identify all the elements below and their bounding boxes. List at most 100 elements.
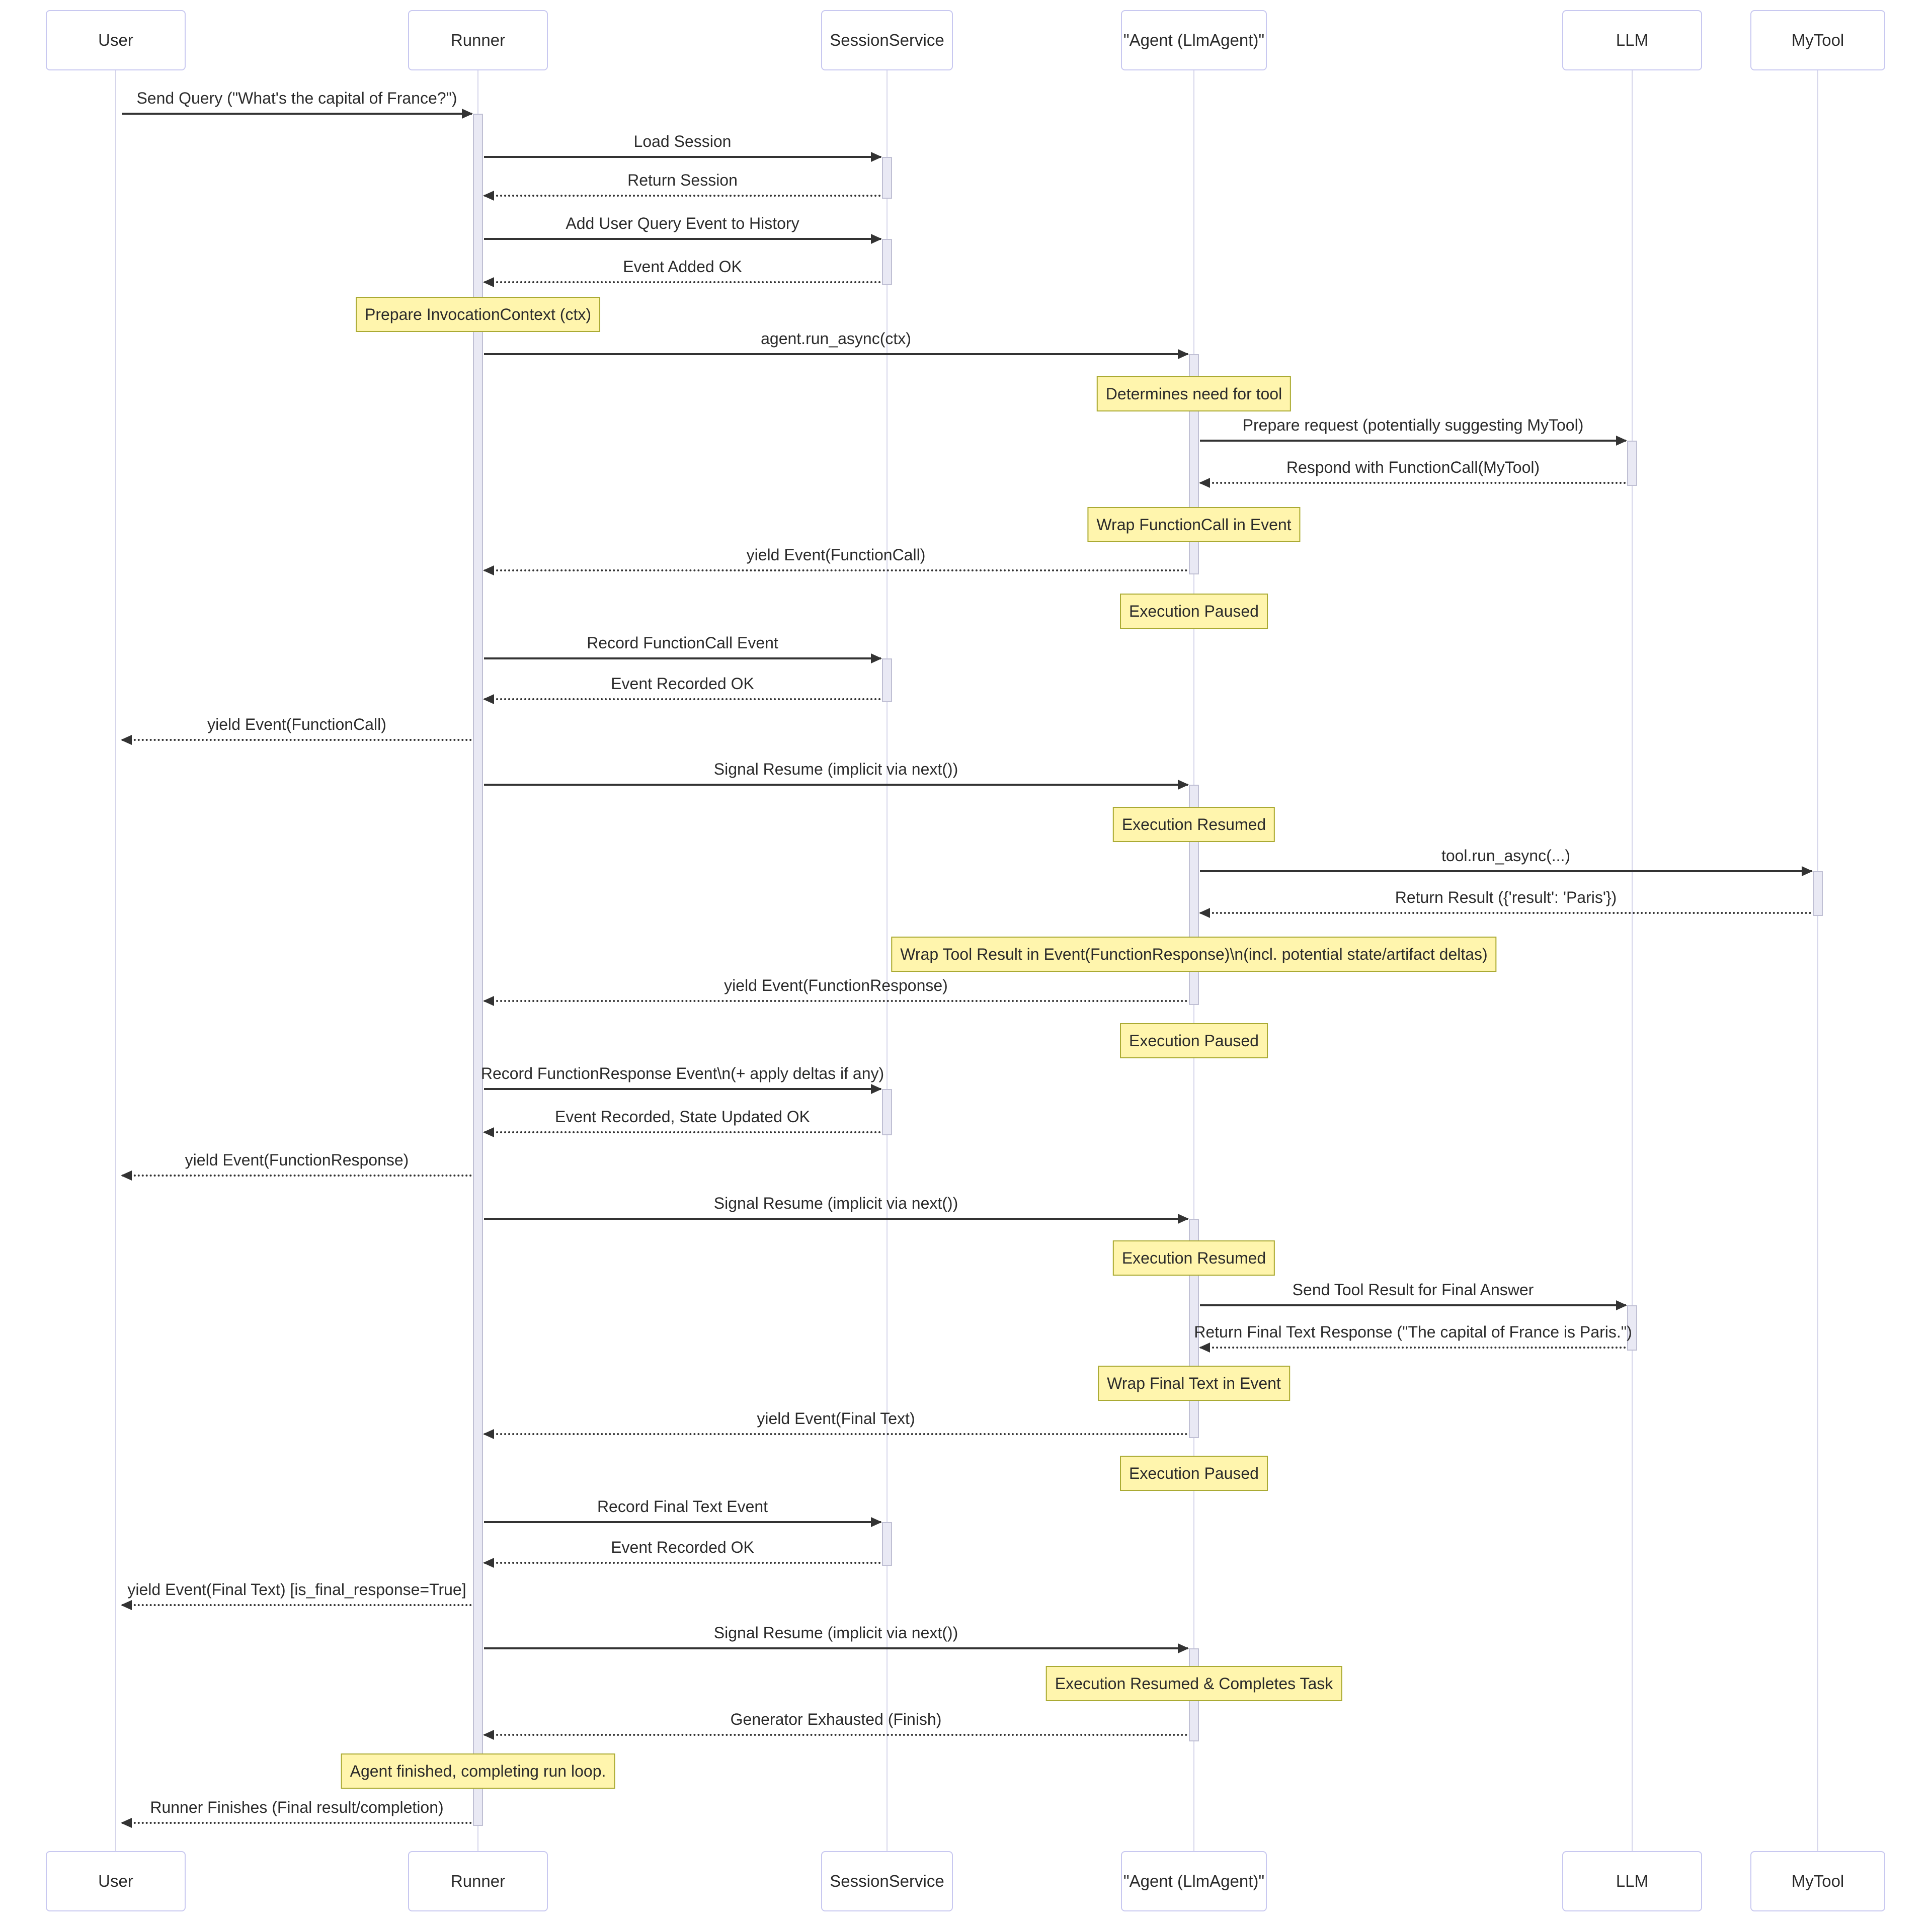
participant-box-bottom-mytool: MyTool	[1750, 1851, 1885, 1911]
message-label: yield Event(FunctionCall)	[746, 546, 926, 564]
note-over-agent: Wrap FunctionCall in Event	[1087, 507, 1301, 542]
message-line	[484, 1647, 1188, 1649]
participant-box-top-session: SessionService	[821, 10, 953, 70]
message-label: Event Recorded OK	[611, 1538, 754, 1556]
message-label: Return Result ({'result': 'Paris'})	[1395, 888, 1617, 906]
message-line	[1200, 912, 1812, 914]
arrowhead-icon	[1199, 908, 1210, 918]
arrowhead-icon	[121, 1170, 132, 1181]
message-label: Record Final Text Event	[597, 1497, 768, 1516]
message-line	[484, 1433, 1188, 1435]
message-line	[484, 1000, 1188, 1002]
message-label: Return Session	[627, 171, 738, 189]
message-line	[484, 281, 881, 283]
message-line	[484, 353, 1188, 355]
message-label: Send Tool Result for Final Answer	[1292, 1281, 1534, 1299]
message-label: Record FunctionCall Event	[587, 634, 778, 652]
activation-bar-session	[882, 239, 892, 285]
message-line	[484, 569, 1188, 571]
arrowhead-icon	[871, 1517, 882, 1527]
activation-bar-mytool	[1813, 871, 1823, 916]
activation-bar-llm	[1627, 441, 1637, 486]
arrowhead-icon	[1616, 1300, 1627, 1310]
note-over-agent: Execution Paused	[1120, 594, 1268, 629]
participant-box-top-user: User	[46, 10, 186, 70]
arrowhead-icon	[483, 565, 494, 575]
lifeline-llm	[1632, 70, 1633, 1851]
arrowhead-icon	[462, 109, 473, 119]
activation-bar-session	[882, 1089, 892, 1135]
message-line	[484, 238, 881, 240]
message-label: Prepare request (potentially suggesting …	[1242, 416, 1584, 434]
message-label: Signal Resume (implicit via next())	[713, 760, 958, 778]
participant-label: SessionService	[830, 31, 944, 49]
note-over-agent: Wrap Final Text in Event	[1098, 1366, 1290, 1401]
arrowhead-icon	[483, 1730, 494, 1740]
message-label: Runner Finishes (Final result/completion…	[150, 1798, 444, 1816]
arrowhead-icon	[483, 996, 494, 1006]
message-line	[484, 1562, 881, 1564]
participant-box-bottom-llm: LLM	[1562, 1851, 1702, 1911]
participant-label: Runner	[450, 1872, 506, 1890]
message-label: Event Added OK	[623, 258, 742, 276]
message-label: Event Recorded OK	[611, 675, 754, 693]
message-label: yield Event(FunctionResponse)	[185, 1151, 409, 1169]
message-label: Return Final Text Response ("The capital…	[1194, 1323, 1632, 1341]
message-line	[484, 1088, 881, 1090]
activation-bar-runner	[473, 114, 483, 1826]
message-line	[1200, 1347, 1626, 1349]
message-label: yield Event(FunctionCall)	[207, 715, 386, 733]
message-label: Load Session	[633, 132, 732, 150]
message-line	[1200, 1304, 1626, 1306]
lifeline-mytool	[1817, 70, 1818, 1851]
activation-bar-session	[882, 157, 892, 199]
arrowhead-icon	[871, 234, 882, 244]
message-label: Event Recorded, State Updated OK	[555, 1108, 810, 1126]
message-line	[1200, 870, 1812, 872]
message-line	[484, 1131, 881, 1133]
note-over-agent: Execution Resumed & Completes Task	[1045, 1666, 1342, 1701]
note-over-runner: Prepare InvocationContext (ctx)	[356, 297, 600, 332]
lifeline-user	[115, 70, 116, 1851]
participant-box-top-llm: LLM	[1562, 10, 1702, 70]
message-label: Add User Query Event to History	[566, 214, 799, 232]
arrowhead-icon	[483, 191, 494, 201]
message-line	[1200, 482, 1626, 484]
message-label: agent.run_async(ctx)	[761, 329, 911, 348]
arrowhead-icon	[483, 277, 494, 287]
message-line	[484, 1521, 881, 1523]
arrowhead-icon	[483, 1558, 494, 1568]
message-label: Generator Exhausted (Finish)	[730, 1710, 942, 1728]
message-label: Send Query ("What's the capital of Franc…	[136, 89, 457, 107]
message-label: yield Event(FunctionResponse)	[724, 976, 948, 994]
arrowhead-icon	[1802, 866, 1813, 876]
message-line	[484, 1218, 1188, 1220]
participant-box-top-agent: "Agent (LlmAgent)"	[1121, 10, 1267, 70]
arrowhead-icon	[871, 653, 882, 663]
message-label: Record FunctionResponse Event\n(+ apply …	[480, 1064, 884, 1082]
participant-label: "Agent (LlmAgent)"	[1123, 1872, 1265, 1890]
arrowhead-icon	[871, 152, 882, 162]
arrowhead-icon	[1199, 478, 1210, 488]
activation-bar-llm	[1627, 1305, 1637, 1351]
note-over-agent: Execution Paused	[1120, 1023, 1268, 1058]
participant-box-bottom-runner: Runner	[408, 1851, 548, 1911]
participant-label: "Agent (LlmAgent)"	[1123, 31, 1265, 49]
message-line	[484, 156, 881, 158]
participant-box-bottom-user: User	[46, 1851, 186, 1911]
participant-label: User	[98, 1872, 133, 1890]
message-line	[484, 657, 881, 659]
participant-box-top-mytool: MyTool	[1750, 10, 1885, 70]
lifeline-session	[887, 70, 888, 1851]
note-over-runner: Agent finished, completing run loop.	[341, 1753, 615, 1789]
participant-label: SessionService	[830, 1872, 944, 1890]
message-line	[122, 739, 472, 741]
arrowhead-icon	[483, 1127, 494, 1137]
arrowhead-icon	[1178, 1214, 1189, 1224]
message-line	[122, 1822, 472, 1824]
message-label: yield Event(Final Text) [is_final_respon…	[127, 1580, 466, 1599]
note-over-agent: Wrap Tool Result in Event(FunctionRespon…	[891, 937, 1497, 972]
participant-label: MyTool	[1791, 1872, 1844, 1890]
note-over-agent: Execution Paused	[1120, 1456, 1268, 1491]
